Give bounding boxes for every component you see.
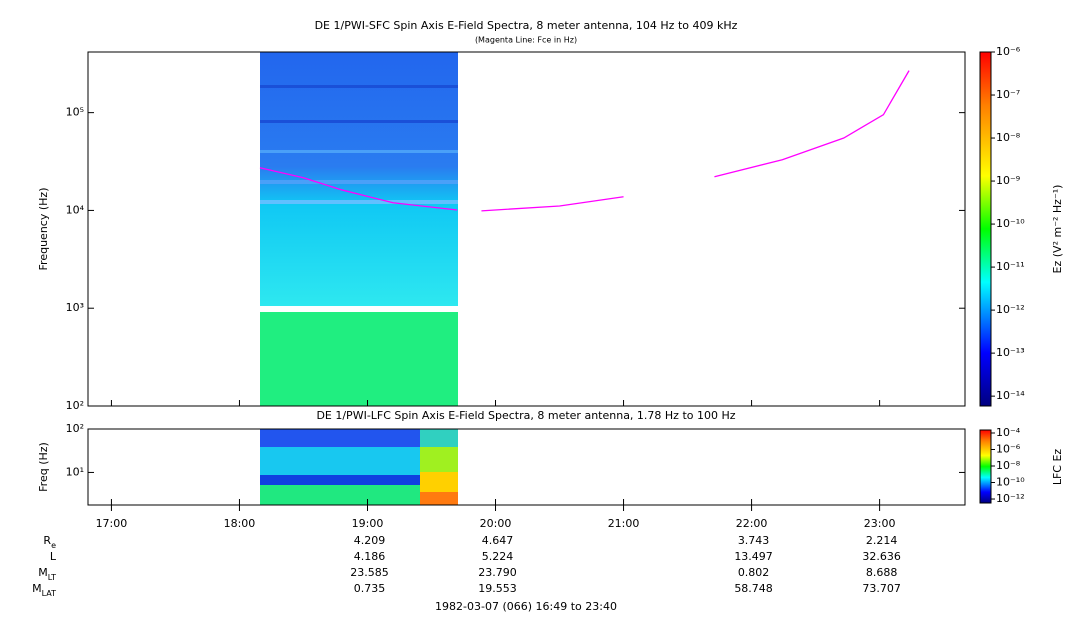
- panel-frame: [87, 428, 966, 506]
- ephemeris-label-text: R: [43, 534, 51, 547]
- ephemeris-value: 4.647: [482, 534, 514, 547]
- ephemeris-value: 2.214: [866, 534, 898, 547]
- x-tick-label: 22:00: [736, 517, 768, 530]
- colorbar-tick-label: 10⁻⁷: [996, 88, 1020, 101]
- ephemeris-value: 58.748: [734, 582, 773, 595]
- colorbar-tick-label: 10⁻⁶: [996, 45, 1021, 58]
- spectrogram-sfc: [260, 52, 458, 406]
- y-tick-label: 10³: [66, 301, 84, 314]
- y-axis-label: Freq (Hz): [37, 442, 50, 492]
- ephemeris-value: 19.553: [478, 582, 517, 595]
- ephemeris-label-sub: e: [51, 541, 56, 550]
- colorbar-label: Ez (V² m⁻² Hz⁻¹): [1051, 185, 1064, 274]
- x-tick-label: 17:00: [96, 517, 128, 530]
- colorbar-tick-label: 10⁻⁶: [996, 442, 1021, 455]
- ephemeris-value: 0.802: [738, 566, 770, 579]
- colorbar-tick-label: 10⁻⁹: [996, 174, 1020, 187]
- ephemeris-label: L: [50, 550, 57, 563]
- ephemeris-value: 0.735: [354, 582, 386, 595]
- colorbar-tick-label: 10⁻⁸: [996, 131, 1021, 144]
- colorbar-tick-label: 10⁻¹³: [996, 346, 1025, 359]
- y-tick-label: 10²: [66, 422, 84, 435]
- ephemeris-value: 23.585: [350, 566, 389, 579]
- colorbar-tick-label: 10⁻⁴: [996, 426, 1021, 439]
- colorbar: [979, 429, 992, 504]
- ephemeris-value: 4.186: [354, 550, 386, 563]
- x-tick-label: 20:00: [480, 517, 512, 530]
- footer: 1982-03-07 (066) 16:49 to 23:40: [435, 600, 617, 613]
- y-axis-label: Frequency (Hz): [37, 188, 50, 271]
- ephemeris-label: MLT: [38, 566, 56, 582]
- ephemeris-label-sub: LAT: [42, 589, 56, 598]
- ephemeris-value: 23.790: [478, 566, 517, 579]
- chart-subtitle: (Magenta Line: Fce in Hz): [475, 36, 577, 45]
- ephemeris-label-text: M: [32, 582, 42, 595]
- ephemeris-value: 5.224: [482, 550, 514, 563]
- x-tick-label: 19:00: [352, 517, 384, 530]
- ephemeris-label: MLAT: [32, 582, 56, 598]
- colorbar-label: LFC Ez: [1051, 449, 1064, 486]
- ephemeris-value: 8.688: [866, 566, 898, 579]
- colorbar: [979, 51, 992, 407]
- colorbar-tick-label: 10⁻¹²: [996, 303, 1025, 316]
- ephemeris-value: 32.636: [862, 550, 901, 563]
- spectrogram-lfc: [260, 429, 458, 505]
- fce-line: [259, 167, 458, 211]
- colorbar-tick-label: 10⁻¹¹: [996, 260, 1025, 273]
- ephemeris-label-sub: LT: [48, 573, 56, 582]
- y-tick-label: 10⁴: [66, 203, 85, 216]
- ephemeris-value: 4.209: [354, 534, 386, 547]
- chart-title: DE 1/PWI-LFC Spin Axis E-Field Spectra, …: [316, 409, 735, 422]
- y-tick-label: 10⁵: [66, 106, 84, 119]
- x-tick-label: 21:00: [608, 517, 640, 530]
- x-tick-label: 18:00: [224, 517, 256, 530]
- chart-title: DE 1/PWI-SFC Spin Axis E-Field Spectra, …: [315, 19, 738, 32]
- ephemeris-value: 73.707: [862, 582, 901, 595]
- ephemeris-value: 13.497: [734, 550, 773, 563]
- colorbar-tick-label: 10⁻⁸: [996, 459, 1021, 472]
- colorbar-tick-label: 10⁻¹⁰: [996, 217, 1025, 230]
- colorbar-tick-label: 10⁻¹²: [996, 492, 1025, 505]
- colorbar-tick-label: 10⁻¹⁰: [996, 476, 1025, 489]
- ephemeris-value: 3.743: [738, 534, 770, 547]
- fce-line: [481, 196, 624, 212]
- ephemeris-label: Re: [43, 534, 56, 550]
- x-tick-label: 23:00: [864, 517, 896, 530]
- ephemeris-label-text: M: [38, 566, 48, 579]
- y-tick-label: 10²: [66, 399, 84, 412]
- y-tick-label: 10¹: [66, 465, 84, 478]
- colorbar-tick-label: 10⁻¹⁴: [996, 389, 1025, 402]
- fce-line: [714, 70, 910, 178]
- ephemeris-label-text: L: [50, 550, 57, 563]
- panel-frame: [87, 51, 966, 407]
